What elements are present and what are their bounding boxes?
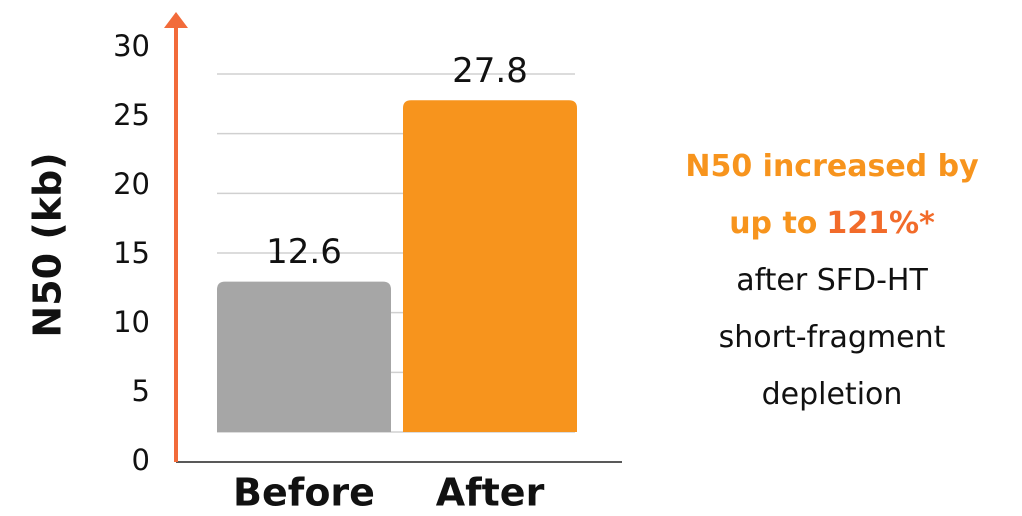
y-tick-label: 30 (113, 29, 150, 63)
y-tick-label: 0 (132, 443, 150, 477)
annotation-text: 121%* (826, 206, 935, 241)
bar (217, 281, 391, 432)
annotation-text: after SFD-HT (736, 263, 928, 298)
value-label: 12.6 (266, 232, 342, 272)
annotation-text: depletion (762, 377, 903, 412)
bar (403, 100, 577, 433)
value-label: 27.8 (452, 51, 528, 91)
y-axis-arrow (164, 12, 188, 28)
x-tick-label: Before (233, 471, 375, 515)
annotation-text: short-fragment (719, 320, 946, 355)
annotation: up to 121%* (729, 206, 935, 241)
annotation-text: up to (729, 206, 817, 241)
annotation: after SFD-HT (736, 263, 928, 298)
annotation-text: N50 increased by (685, 149, 979, 184)
y-axis-label: N50 (kb) (26, 152, 70, 337)
y-tick-label: 15 (113, 236, 150, 270)
annotation: N50 increased by (685, 149, 979, 184)
y-tick-label: 10 (113, 305, 150, 339)
y-tick-label: 25 (113, 98, 150, 132)
annotation: depletion (762, 377, 903, 412)
x-tick-label: After (436, 471, 545, 515)
y-tick-label: 20 (113, 167, 150, 201)
y-tick-label: 5 (132, 374, 150, 408)
annotation: short-fragment (719, 320, 946, 355)
